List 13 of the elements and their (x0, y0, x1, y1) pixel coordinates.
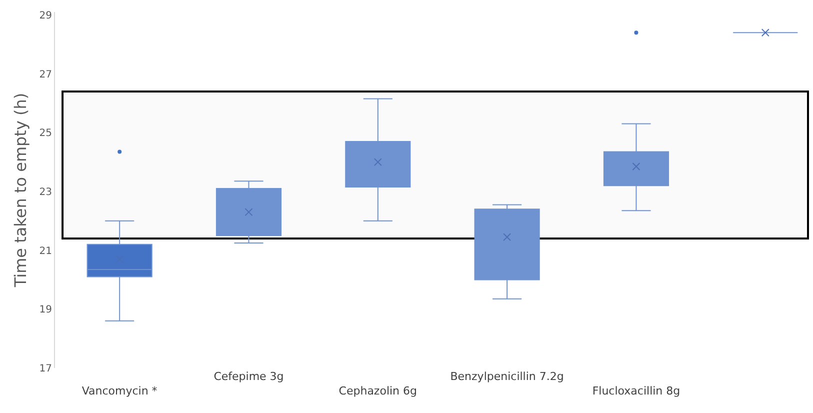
x-tick-label: Cephazolin 6g (338, 384, 418, 398)
x-tick-label: Flucloxacillin 8g (592, 384, 680, 398)
y-tick-label: 17 (39, 364, 52, 374)
y-axis-title: Time taken to empty (h) (11, 92, 30, 288)
x-tick-label: Benzylpenicillin 7.2g (450, 370, 564, 383)
x-tick-label: Cefepime 3g (214, 370, 284, 383)
x-tick-label: Vancomycin * (82, 384, 158, 398)
y-tick-label: 27 (39, 69, 52, 80)
y-tick-label: 21 (39, 246, 52, 257)
y-tick-label: 29 (39, 10, 52, 22)
y-tick-label: 19 (39, 304, 52, 316)
y-tick-label: 25 (39, 128, 52, 140)
y-tick-label: 23 (39, 186, 52, 198)
